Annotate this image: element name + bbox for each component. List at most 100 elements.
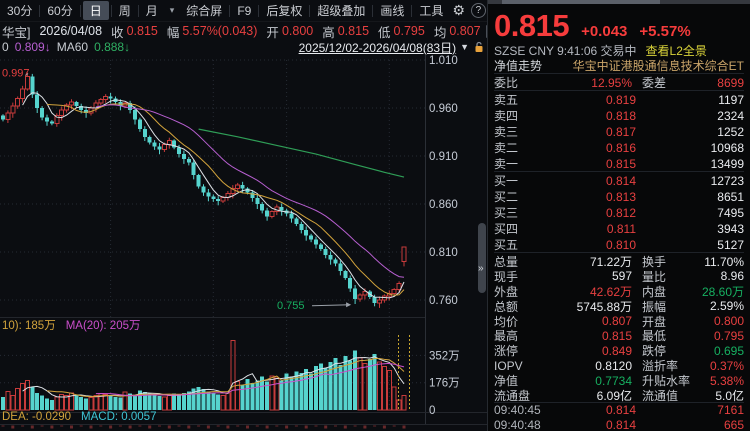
- help-icon[interactable]: ?: [470, 3, 486, 18]
- weibi-row: 委比 12.95% 委差 8699: [494, 74, 744, 91]
- panel-scrollbar-thumb[interactable]: [502, 0, 660, 4]
- avg-label: 均: [433, 25, 447, 40]
- price-volume-chart[interactable]: 0.997 0.755 1.010 0.960 0.910 0.860 0.810 0.760…: [0, 55, 487, 431]
- fund-name[interactable]: 华宝中证港股通信息技术综合ET: [572, 59, 744, 73]
- stat-label: 升贴水率: [642, 374, 691, 389]
- ask-volume: 1252: [717, 124, 744, 139]
- market-meta-row: SZSE CNY 9:41:06 交易中 查看L2全景: [494, 42, 744, 58]
- ask-price: 0.816: [605, 140, 636, 155]
- stat-row: 外盘 42.62万 内盘 28.60万: [494, 283, 744, 299]
- stat-row: 涨停 0.849 跌停 0.695: [494, 342, 744, 359]
- bid-row-1[interactable]: 买一 0.814 12723: [494, 172, 744, 189]
- stat-label: 净值: [494, 374, 519, 389]
- price-annotations: 0.997 0.755: [2, 68, 352, 312]
- nav-trend-label[interactable]: 净值走势: [494, 59, 543, 73]
- ask-row-5[interactable]: 卖一 0.815 13499: [494, 155, 744, 172]
- toolbar-separator: [258, 4, 260, 17]
- ask-label: 卖三: [494, 125, 519, 139]
- weibi-value: 8699: [717, 75, 744, 90]
- svg-text:0.960: 0.960: [429, 103, 458, 115]
- stat-label: 量比: [642, 269, 667, 284]
- stat-label: 流通盘: [494, 389, 531, 404]
- stat-label: 内盘: [642, 284, 667, 299]
- tool-button-2[interactable]: 后复权: [266, 4, 303, 18]
- tool-button-4[interactable]: 画线: [380, 4, 405, 18]
- ma-indicator-row: 0 0.809↓ MA60 0.888↓ 2025/12/02-2026/04/08(…: [2, 40, 485, 55]
- bid-row-5[interactable]: 买五 0.810 5127: [494, 236, 744, 253]
- period-tab-3[interactable]: 周: [118, 4, 131, 18]
- tool-button-1[interactable]: F9: [237, 3, 252, 18]
- tool-button-0[interactable]: 综合屏: [186, 4, 223, 18]
- stat-label: 最高: [494, 329, 519, 344]
- volume-ma-label: 10): 185万 MA(20): 205万: [2, 317, 140, 332]
- dea-value: DEA: -0.0290: [2, 411, 72, 423]
- ask-book: 卖五 0.819 1197 卖四 0.818 2324 卖三 0.817 1252 卖二 0.816…: [494, 91, 744, 172]
- stat-row: 净值 0.7734 升贴水率 5.38%: [494, 372, 744, 389]
- date-range-caret-icon[interactable]: ▼: [460, 42, 469, 52]
- tool-button-5[interactable]: 工具: [419, 4, 444, 18]
- ohlc-info-row: 华宝] 2026/04/08 收 0.815 幅 5.57%(0.043) 开 0.8…: [2, 22, 495, 40]
- quote-panel: 0.815 +0.043 +5.57% SZSE CNY 9:41:06 交易中…: [487, 0, 750, 431]
- ask-row-2[interactable]: 卖四 0.818 2324: [494, 107, 744, 124]
- stat-label: 涨停: [494, 344, 519, 359]
- macd-value: MACD: 0.0057: [81, 411, 157, 423]
- macd-label: DEA: -0.0290 MACD: 0.0057: [2, 411, 156, 424]
- stats-divider: [494, 252, 744, 253]
- period-tab-0[interactable]: 30分: [7, 4, 33, 18]
- crosshair-lines: [398, 335, 410, 410]
- stat-value: 2.59%: [709, 299, 744, 314]
- period-dropdown-icon[interactable]: ▾: [169, 5, 175, 15]
- stat-row: 总量 71.22万 换手 11.70%: [494, 253, 744, 270]
- last-price-row: 0.815 +0.043 +5.57%: [494, 8, 744, 43]
- bid-row-4[interactable]: 买四 0.811 3943: [494, 220, 744, 237]
- period-tab-4[interactable]: 月: [145, 4, 158, 18]
- trade-date: 2026/04/08: [39, 24, 103, 38]
- ask-row-3[interactable]: 卖三 0.817 1252: [494, 123, 744, 140]
- svg-text:0.755: 0.755: [277, 300, 305, 312]
- axis-labels: 1.010 0.960 0.910 0.860 0.810 0.760 352万 176万 0: [429, 55, 460, 417]
- unlock-icon[interactable]: [473, 41, 485, 53]
- high-value: 0.815: [337, 24, 370, 38]
- ma-value: 0.809↓: [14, 40, 51, 54]
- panel-scrollbar[interactable]: [488, 0, 750, 4]
- low-value: 0.795: [393, 24, 425, 38]
- last-price: 0.815: [494, 8, 570, 43]
- toolbar-separator: [79, 4, 81, 17]
- ma-value: 0.888↓: [94, 40, 131, 54]
- bid-row-3[interactable]: 买三 0.812 7495: [494, 204, 744, 221]
- ask-row-4[interactable]: 卖二 0.816 10968: [494, 139, 744, 156]
- stat-value: 0.8120: [595, 358, 632, 373]
- ma-values: 0 0.809↓ MA60 0.888↓: [2, 40, 136, 54]
- tool-button-3[interactable]: 超级叠加: [317, 4, 366, 18]
- ask-row-1[interactable]: 卖五 0.819 1197: [494, 91, 744, 108]
- ask-price: 0.817: [605, 124, 636, 139]
- bid-price: 0.811: [606, 221, 636, 236]
- period-tab-1[interactable]: 60分: [47, 4, 73, 18]
- market-status: SZSE CNY 9:41:06 交易中: [494, 43, 637, 58]
- toolbar-separator: [39, 4, 41, 17]
- settings-gear-icon[interactable]: ⚙: [452, 2, 465, 18]
- weibi-value: 12.95%: [591, 75, 632, 90]
- volume-ma-lines: [22, 356, 405, 398]
- bid-volume: 7495: [717, 205, 744, 220]
- svg-text:0.760: 0.760: [429, 295, 458, 307]
- tick-time: 09:40:45: [494, 403, 541, 418]
- period-tab-2[interactable]: 日: [82, 1, 109, 20]
- bid-volume: 12723: [710, 173, 744, 188]
- chart-scrollbar[interactable]: »: [478, 223, 486, 293]
- weibi-label: 委比: [494, 76, 519, 90]
- stat-row: 现手 597 量比 8.96: [494, 268, 744, 284]
- l2-link[interactable]: 查看L2全景: [645, 43, 707, 58]
- stat-label: 外盘: [494, 284, 519, 299]
- stat-value: 42.62万: [589, 284, 632, 299]
- bid-price: 0.813: [605, 189, 636, 204]
- bid-row-2[interactable]: 买二 0.813 8651: [494, 188, 744, 205]
- stat-value: 5.38%: [709, 373, 744, 388]
- stat-value: 0.37%: [709, 358, 744, 373]
- tick-row: 09:40:45 0.814 7161: [494, 403, 744, 418]
- open-label: 开: [266, 25, 279, 40]
- date-range-selector[interactable]: 2025/12/02-2026/04/08(83日): [298, 40, 457, 55]
- svg-text:0: 0: [429, 405, 435, 417]
